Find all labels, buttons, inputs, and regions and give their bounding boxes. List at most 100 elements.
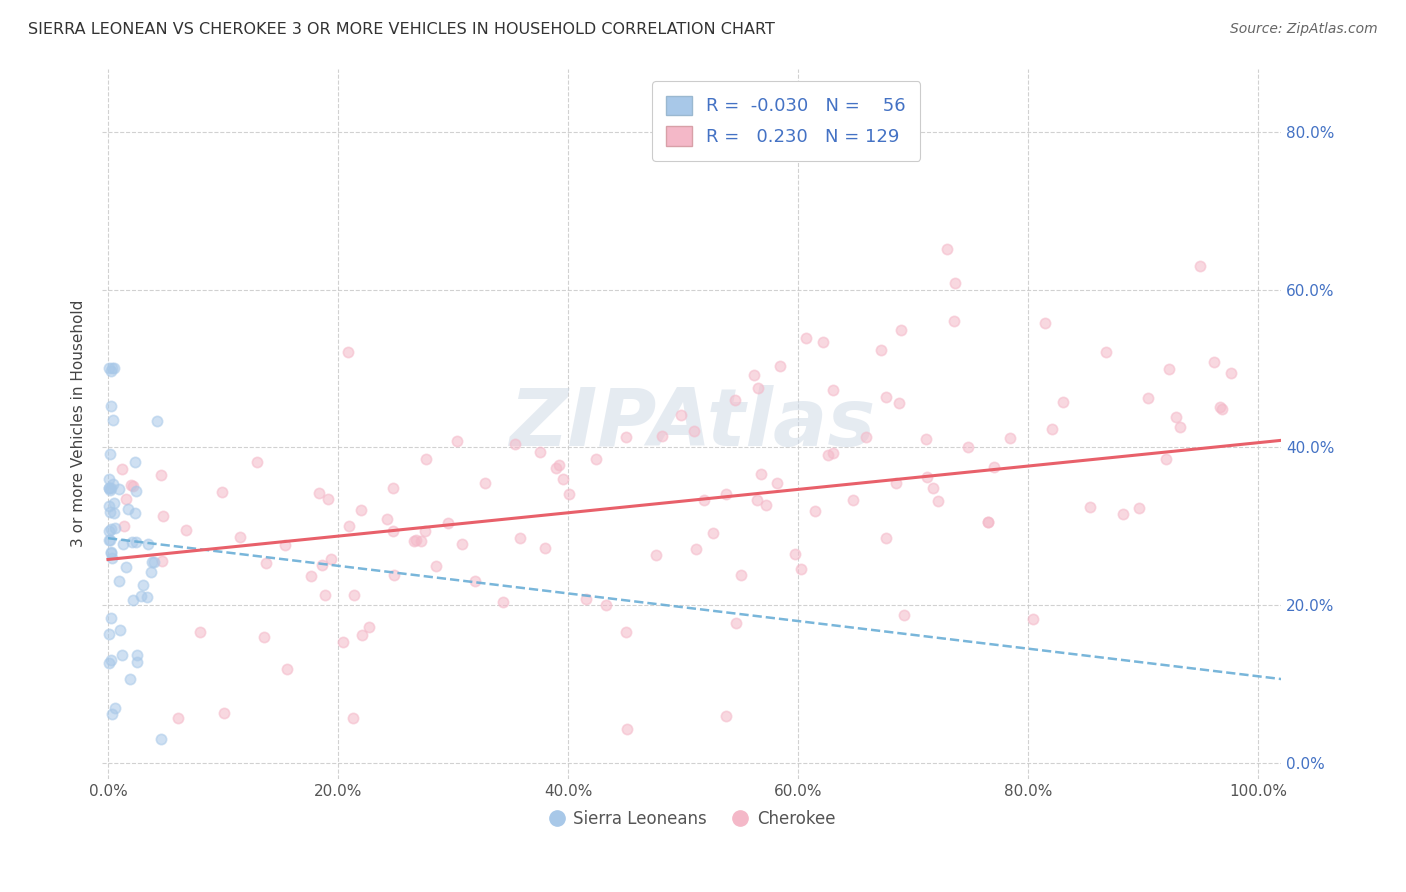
Point	[492, 595, 515, 609]
Point	[136, 536, 159, 550]
Point	[914, 432, 936, 446]
Point	[254, 556, 277, 570]
Point	[935, 242, 957, 256]
Point	[585, 452, 607, 467]
Point	[253, 630, 276, 644]
Point	[246, 455, 269, 469]
Point	[98, 483, 121, 498]
Point	[1040, 421, 1063, 435]
Text: ZIPAtlas: ZIPAtlas	[509, 384, 875, 463]
Point	[97, 482, 120, 496]
Point	[890, 323, 912, 337]
Point	[875, 390, 897, 404]
Point	[127, 655, 149, 669]
Point	[1219, 366, 1241, 380]
Point	[1112, 507, 1135, 521]
Point	[104, 521, 127, 535]
Point	[336, 344, 359, 359]
Point	[112, 537, 135, 551]
Point	[730, 567, 752, 582]
Point	[135, 590, 157, 604]
Point	[870, 343, 893, 358]
Point	[790, 562, 813, 576]
Point	[110, 623, 132, 637]
Point	[1000, 431, 1022, 445]
Point	[127, 648, 149, 662]
Point	[100, 399, 122, 413]
Point	[381, 524, 404, 538]
Point	[382, 568, 405, 582]
Point	[110, 461, 132, 475]
Point	[927, 493, 949, 508]
Point	[108, 482, 131, 496]
Point	[97, 627, 120, 641]
Point	[124, 535, 146, 549]
Point	[811, 335, 834, 350]
Point	[139, 565, 162, 579]
Point	[671, 408, 693, 422]
Point	[125, 483, 148, 498]
Point	[645, 549, 668, 563]
Point	[1166, 410, 1188, 425]
Point	[100, 653, 122, 667]
Point	[1209, 400, 1232, 414]
Point	[503, 437, 526, 451]
Point	[1137, 391, 1160, 405]
Point	[724, 392, 747, 407]
Point	[98, 504, 121, 518]
Point	[316, 491, 339, 506]
Point	[1094, 344, 1116, 359]
Point	[103, 496, 125, 510]
Point	[359, 620, 381, 634]
Point	[1189, 259, 1212, 273]
Point	[769, 359, 792, 373]
Point	[118, 673, 141, 687]
Point	[97, 524, 120, 538]
Point	[274, 538, 297, 552]
Point	[122, 593, 145, 607]
Point	[114, 560, 136, 574]
Point	[893, 608, 915, 623]
Point	[101, 707, 124, 722]
Point	[100, 522, 122, 536]
Point	[474, 476, 496, 491]
Point	[415, 451, 437, 466]
Point	[1159, 362, 1181, 376]
Point	[1211, 402, 1233, 417]
Point	[783, 547, 806, 561]
Point	[97, 656, 120, 670]
Legend: Sierra Leoneans, Cherokee: Sierra Leoneans, Cherokee	[541, 803, 842, 835]
Point	[98, 472, 121, 486]
Point	[100, 361, 122, 376]
Point	[425, 558, 447, 573]
Point	[702, 525, 724, 540]
Point	[352, 627, 374, 641]
Point	[921, 481, 943, 495]
Point	[337, 519, 360, 533]
Point	[129, 590, 152, 604]
Point	[747, 381, 769, 395]
Point	[749, 467, 772, 481]
Point	[299, 569, 322, 583]
Point	[115, 491, 138, 506]
Point	[616, 430, 638, 444]
Point	[551, 472, 574, 486]
Point	[683, 424, 706, 438]
Point	[983, 460, 1005, 475]
Point	[103, 412, 125, 426]
Point	[174, 524, 197, 538]
Point	[124, 455, 146, 469]
Point	[104, 701, 127, 715]
Point	[415, 524, 437, 539]
Point	[188, 624, 211, 639]
Point	[342, 711, 364, 725]
Point	[111, 648, 134, 662]
Point	[332, 634, 354, 648]
Point	[212, 706, 235, 720]
Point	[534, 541, 557, 556]
Point	[855, 430, 877, 444]
Point	[821, 384, 844, 398]
Point	[152, 508, 174, 523]
Point	[121, 479, 143, 493]
Point	[117, 501, 139, 516]
